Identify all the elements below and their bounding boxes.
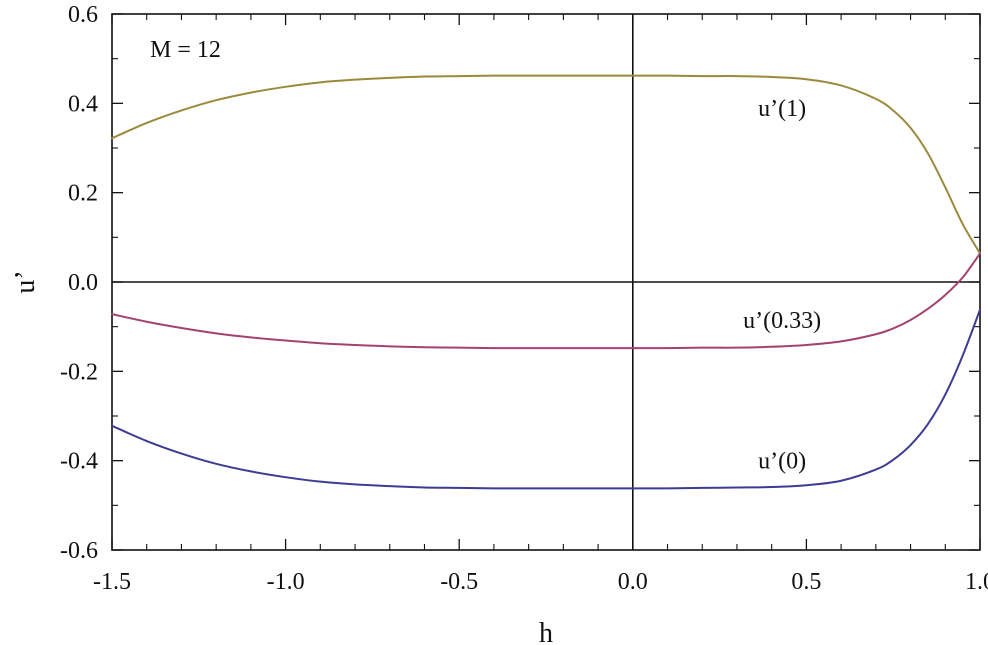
x-axis-label: h — [539, 618, 553, 645]
x-tick-label: -0.5 — [440, 569, 478, 595]
zero-reference-lines — [112, 14, 980, 550]
series-label-u-prime-0-33: u’(0.33) — [743, 308, 821, 334]
y-tick-label: -0.6 — [60, 538, 98, 564]
x-tick-label: 0.0 — [618, 569, 648, 595]
series-line-u-prime-1 — [111, 74, 981, 255]
chart-annotation: M = 12 — [150, 37, 221, 63]
y-axis-label: u’ — [10, 270, 41, 293]
series-line-u-prime-0 — [111, 308, 981, 490]
y-tick-label: 0.4 — [68, 91, 98, 117]
series-line-u-prime-0-33 — [111, 252, 981, 350]
y-tick-label: 0.2 — [68, 181, 98, 207]
y-tick-label: -0.4 — [60, 449, 98, 475]
y-tick-label: -0.2 — [60, 359, 98, 385]
axis-ticks: -1.5 -1.0 -0.5 0.0 0.5 1.0 -0.6 -0.4 -0.2 0.0 0.2 0… — [60, 2, 988, 595]
series-label-u-prime-1: u’(1) — [758, 96, 806, 122]
x-tick-label: 1.0 — [965, 569, 988, 595]
x-tick-label: -1.0 — [267, 569, 305, 595]
y-tick-label: 0.0 — [68, 270, 98, 296]
x-tick-label: 0.5 — [791, 569, 821, 595]
series-labels: u’(1) u’(0.33) u’(0) — [743, 96, 821, 474]
series-lines — [111, 74, 981, 490]
x-tick-label: -1.5 — [93, 569, 131, 595]
y-tick-label: 0.6 — [68, 2, 98, 28]
series-label-u-prime-0: u’(0) — [758, 448, 806, 474]
